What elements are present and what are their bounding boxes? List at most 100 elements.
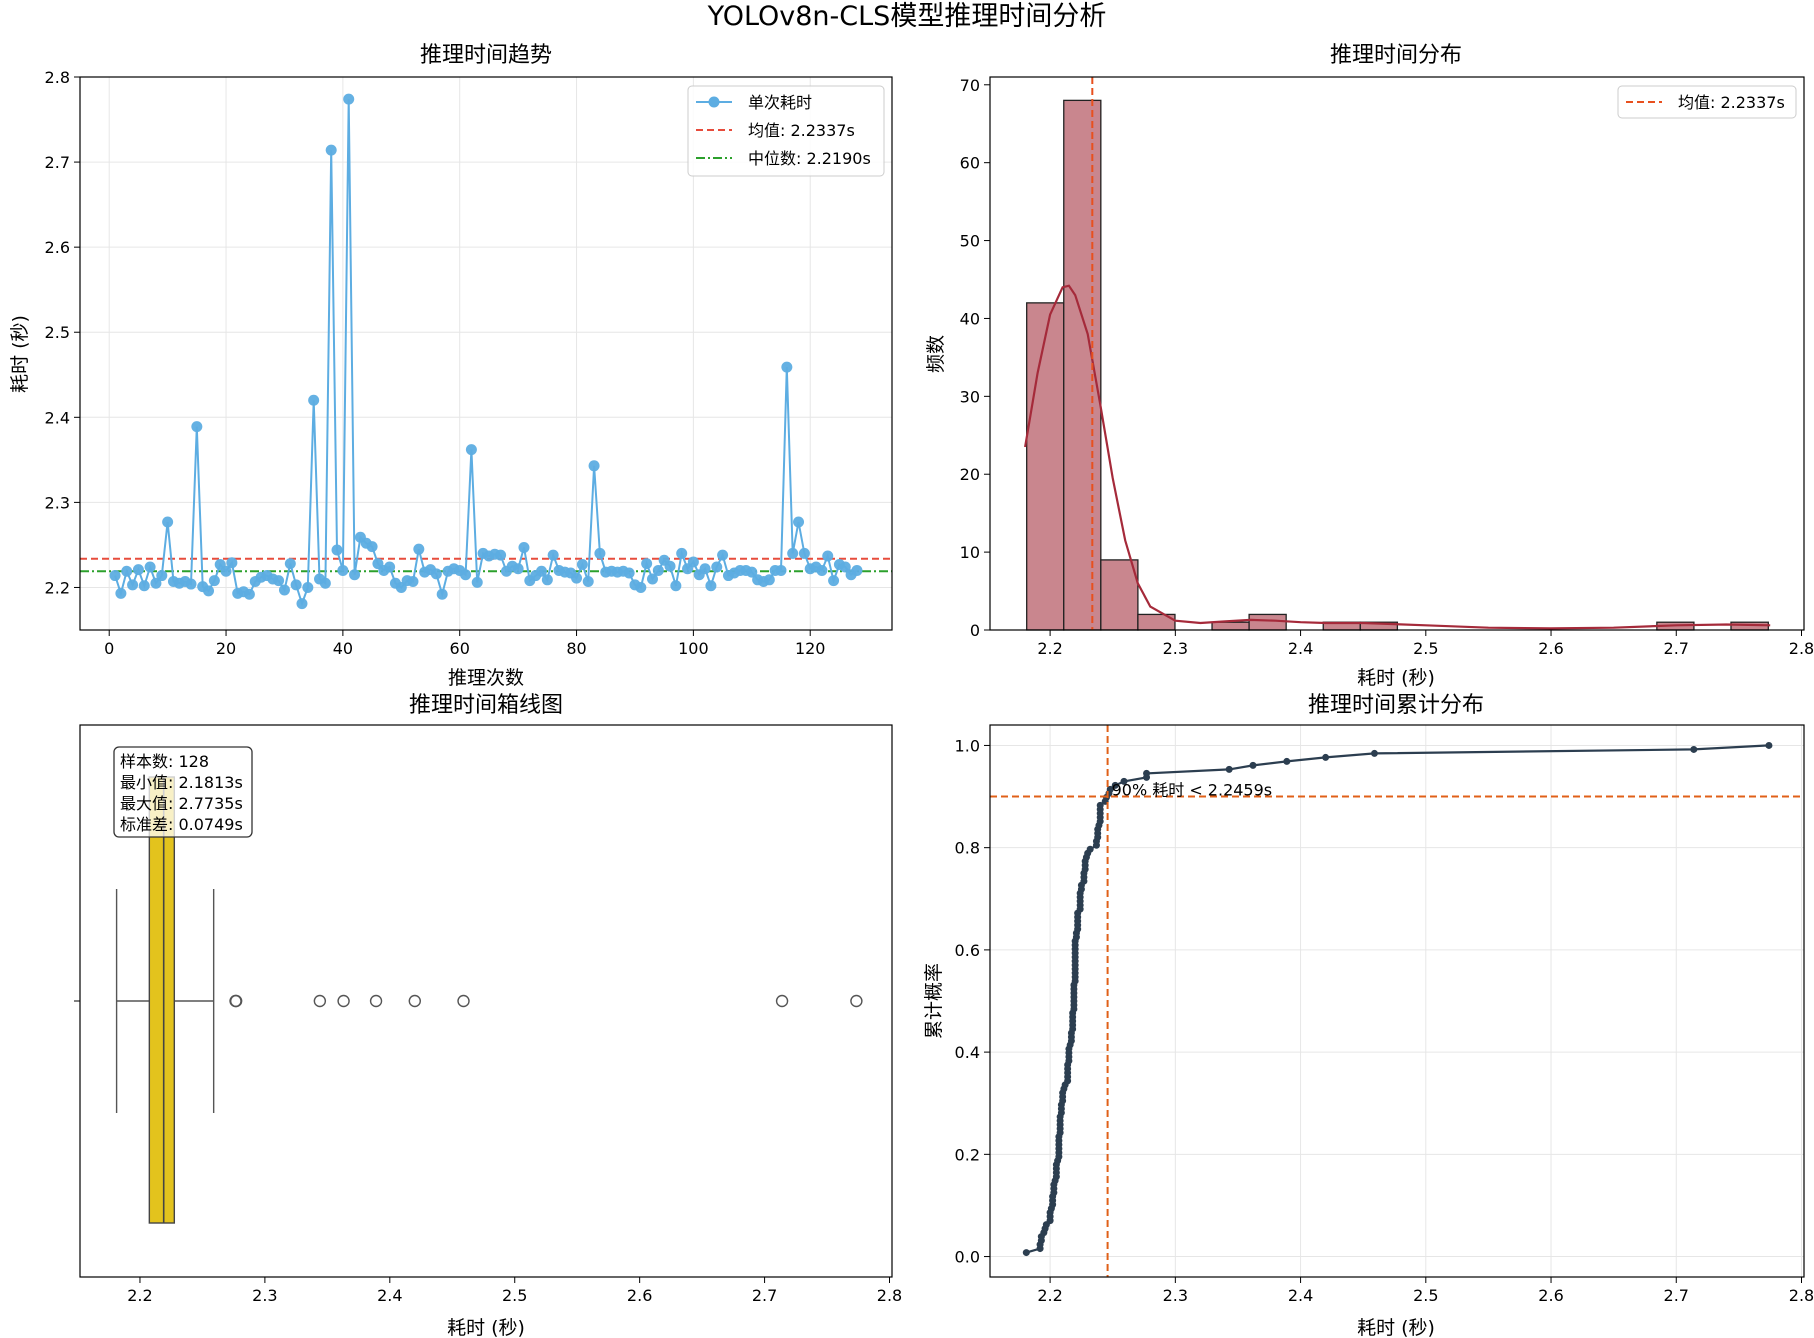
trend-data-point (535, 565, 547, 577)
boxplot-xtick-label: 2.2 (127, 1286, 152, 1305)
boxplot-xtick-label: 2.3 (252, 1286, 277, 1305)
trend-data-point (471, 576, 483, 588)
trend-data-point (127, 579, 139, 591)
boxplot-stat-std: 标准差: 0.0749s (120, 815, 243, 834)
trend-data-point (664, 560, 676, 572)
trend-data-point (302, 581, 314, 593)
trend-legend-series-label: 单次耗时 (748, 93, 812, 112)
boxplot-xtick-label: 2.7 (752, 1286, 777, 1305)
trend-data-point (495, 549, 507, 561)
histogram-ytick-label: 30 (960, 387, 980, 406)
trend-ytick-label: 2.4 (45, 408, 70, 427)
cdf-xtick-label: 2.7 (1664, 1286, 1689, 1305)
cdf-xtick-label: 2.4 (1288, 1286, 1313, 1305)
boxplot-outlier (229, 994, 243, 1008)
trend-data-point (816, 564, 828, 576)
trend-data-point (220, 565, 232, 577)
histogram-xtick-label: 2.6 (1538, 639, 1563, 658)
trend-ytick-label: 2.8 (45, 68, 70, 87)
cdf-data-point (1765, 741, 1773, 749)
cdf-data-point (1143, 769, 1151, 777)
boxplot-outlier (850, 994, 863, 1008)
cdf-title: 推理时间累计分布 (1308, 693, 1484, 718)
trend-data-point (144, 561, 156, 573)
boxplot-outlier (457, 994, 470, 1008)
cdf-data-point (1249, 761, 1257, 769)
cdf-xtick-label: 2.8 (1789, 1286, 1814, 1305)
trend-data-point (109, 570, 121, 582)
cdf-data-point (1120, 777, 1128, 785)
trend-data-point (582, 576, 594, 588)
histogram-legend-mean-label: 均值: 2.2337s (1678, 93, 1785, 112)
trend-xtick-label: 100 (678, 639, 709, 658)
trend-data-point (319, 577, 331, 589)
boxplot-stat-min: 最小值: 2.1813s (120, 773, 243, 792)
trend-data-point (243, 588, 255, 600)
trend-data-point (687, 556, 699, 568)
boxplot-ticks: 2.2 2.3 2.4 2.5 2.6 2.7 2.8 (127, 1277, 902, 1305)
boxplot-outlier (775, 994, 789, 1008)
trend-xtick-label: 20 (216, 639, 236, 658)
histogram-xtick-label: 2.7 (1664, 639, 1689, 658)
histogram-bar (1211, 621, 1250, 631)
cdf-data-point (1322, 753, 1330, 761)
cdf-data-point (1690, 745, 1698, 753)
trend-data-point (641, 558, 653, 570)
cdf-data-point (1096, 801, 1104, 809)
histogram-bar (1100, 559, 1139, 631)
histogram-bar (1026, 302, 1065, 631)
trend-data-point (711, 561, 723, 573)
trend-data-point (308, 394, 320, 406)
boxplot-xtick-label: 2.6 (627, 1286, 652, 1305)
histogram-ytick-label: 20 (960, 465, 980, 484)
trend-data-point (460, 569, 472, 581)
trend-xtick-label: 0 (104, 639, 114, 658)
trend-subplot: 推理时间趋势 0 20 40 60 80 100 120 2.2 2.3 2.4 2.5 2.6 2.7… (9, 43, 893, 689)
boxplot-outlier (337, 994, 350, 1008)
histogram-xtick-label: 2.3 (1163, 639, 1188, 658)
boxplot-stat-count: 样本数: 128 (120, 752, 209, 771)
trend-data-point (138, 580, 150, 592)
trend-data-point (465, 444, 477, 456)
trend-data-point (115, 587, 127, 599)
histogram-title: 推理时间分布 (1330, 43, 1462, 68)
trend-data-point (512, 563, 524, 575)
cdf-data-point (1111, 781, 1119, 789)
cdf-xlabel: 耗时 (秒) (1357, 1317, 1435, 1338)
cdf-ytick-label: 0.4 (955, 1043, 980, 1062)
trend-legend-item-median: 中位数: 2.2190s (696, 149, 871, 168)
cdf-data-point (1086, 845, 1094, 853)
boxplot-elements (115, 776, 863, 1224)
trend-legend-item-series: 单次耗时 (696, 93, 812, 112)
cdf-subplot: 推理时间累计分布 90% 耗时 < 2.2459s 2.2 2.3 2.4 2.5 2.… (923, 693, 1814, 1338)
histogram-ytick-label: 10 (960, 543, 980, 562)
histogram-axes-frame (989, 76, 1805, 631)
trend-data-point (407, 576, 419, 588)
figure-title: YOLOv8n-CLS模型推理时间分析 (707, 1, 1107, 32)
trend-legend-item-mean: 均值: 2.2337s (696, 121, 855, 140)
cdf-line (1025, 744, 1769, 1254)
trend-data-point (652, 564, 664, 576)
histogram-xtick-label: 2.4 (1288, 639, 1313, 658)
trend-data-point (676, 547, 688, 559)
trend-data-point (185, 578, 197, 590)
histogram-legend: 均值: 2.2337s (1617, 85, 1797, 119)
boxplot-xlabel: 耗时 (秒) (447, 1317, 525, 1338)
cdf-ticks: 2.2 2.3 2.4 2.5 2.6 2.7 2.8 0.0 0.2 0.4 0.6 0.8 1.0 (955, 736, 1814, 1305)
trend-data-point (436, 588, 448, 600)
trend-legend-box (687, 85, 885, 177)
trend-data-point (290, 579, 302, 591)
cdf-ytick-label: 0.6 (955, 941, 980, 960)
boxplot-stats-frame (113, 746, 253, 838)
trend-xtick-label: 60 (450, 639, 470, 658)
histogram-bar (1063, 99, 1102, 631)
histogram-xtick-label: 2.5 (1413, 639, 1438, 658)
trend-data-point (518, 541, 530, 553)
trend-xlabel: 推理次数 (448, 667, 524, 689)
histogram-ytick-label: 40 (960, 309, 980, 328)
trend-data-point (781, 361, 793, 373)
trend-xtick-label: 40 (333, 639, 353, 658)
trend-data-point (787, 547, 799, 559)
trend-legend-mean-label: 均值: 2.2337s (748, 121, 855, 140)
